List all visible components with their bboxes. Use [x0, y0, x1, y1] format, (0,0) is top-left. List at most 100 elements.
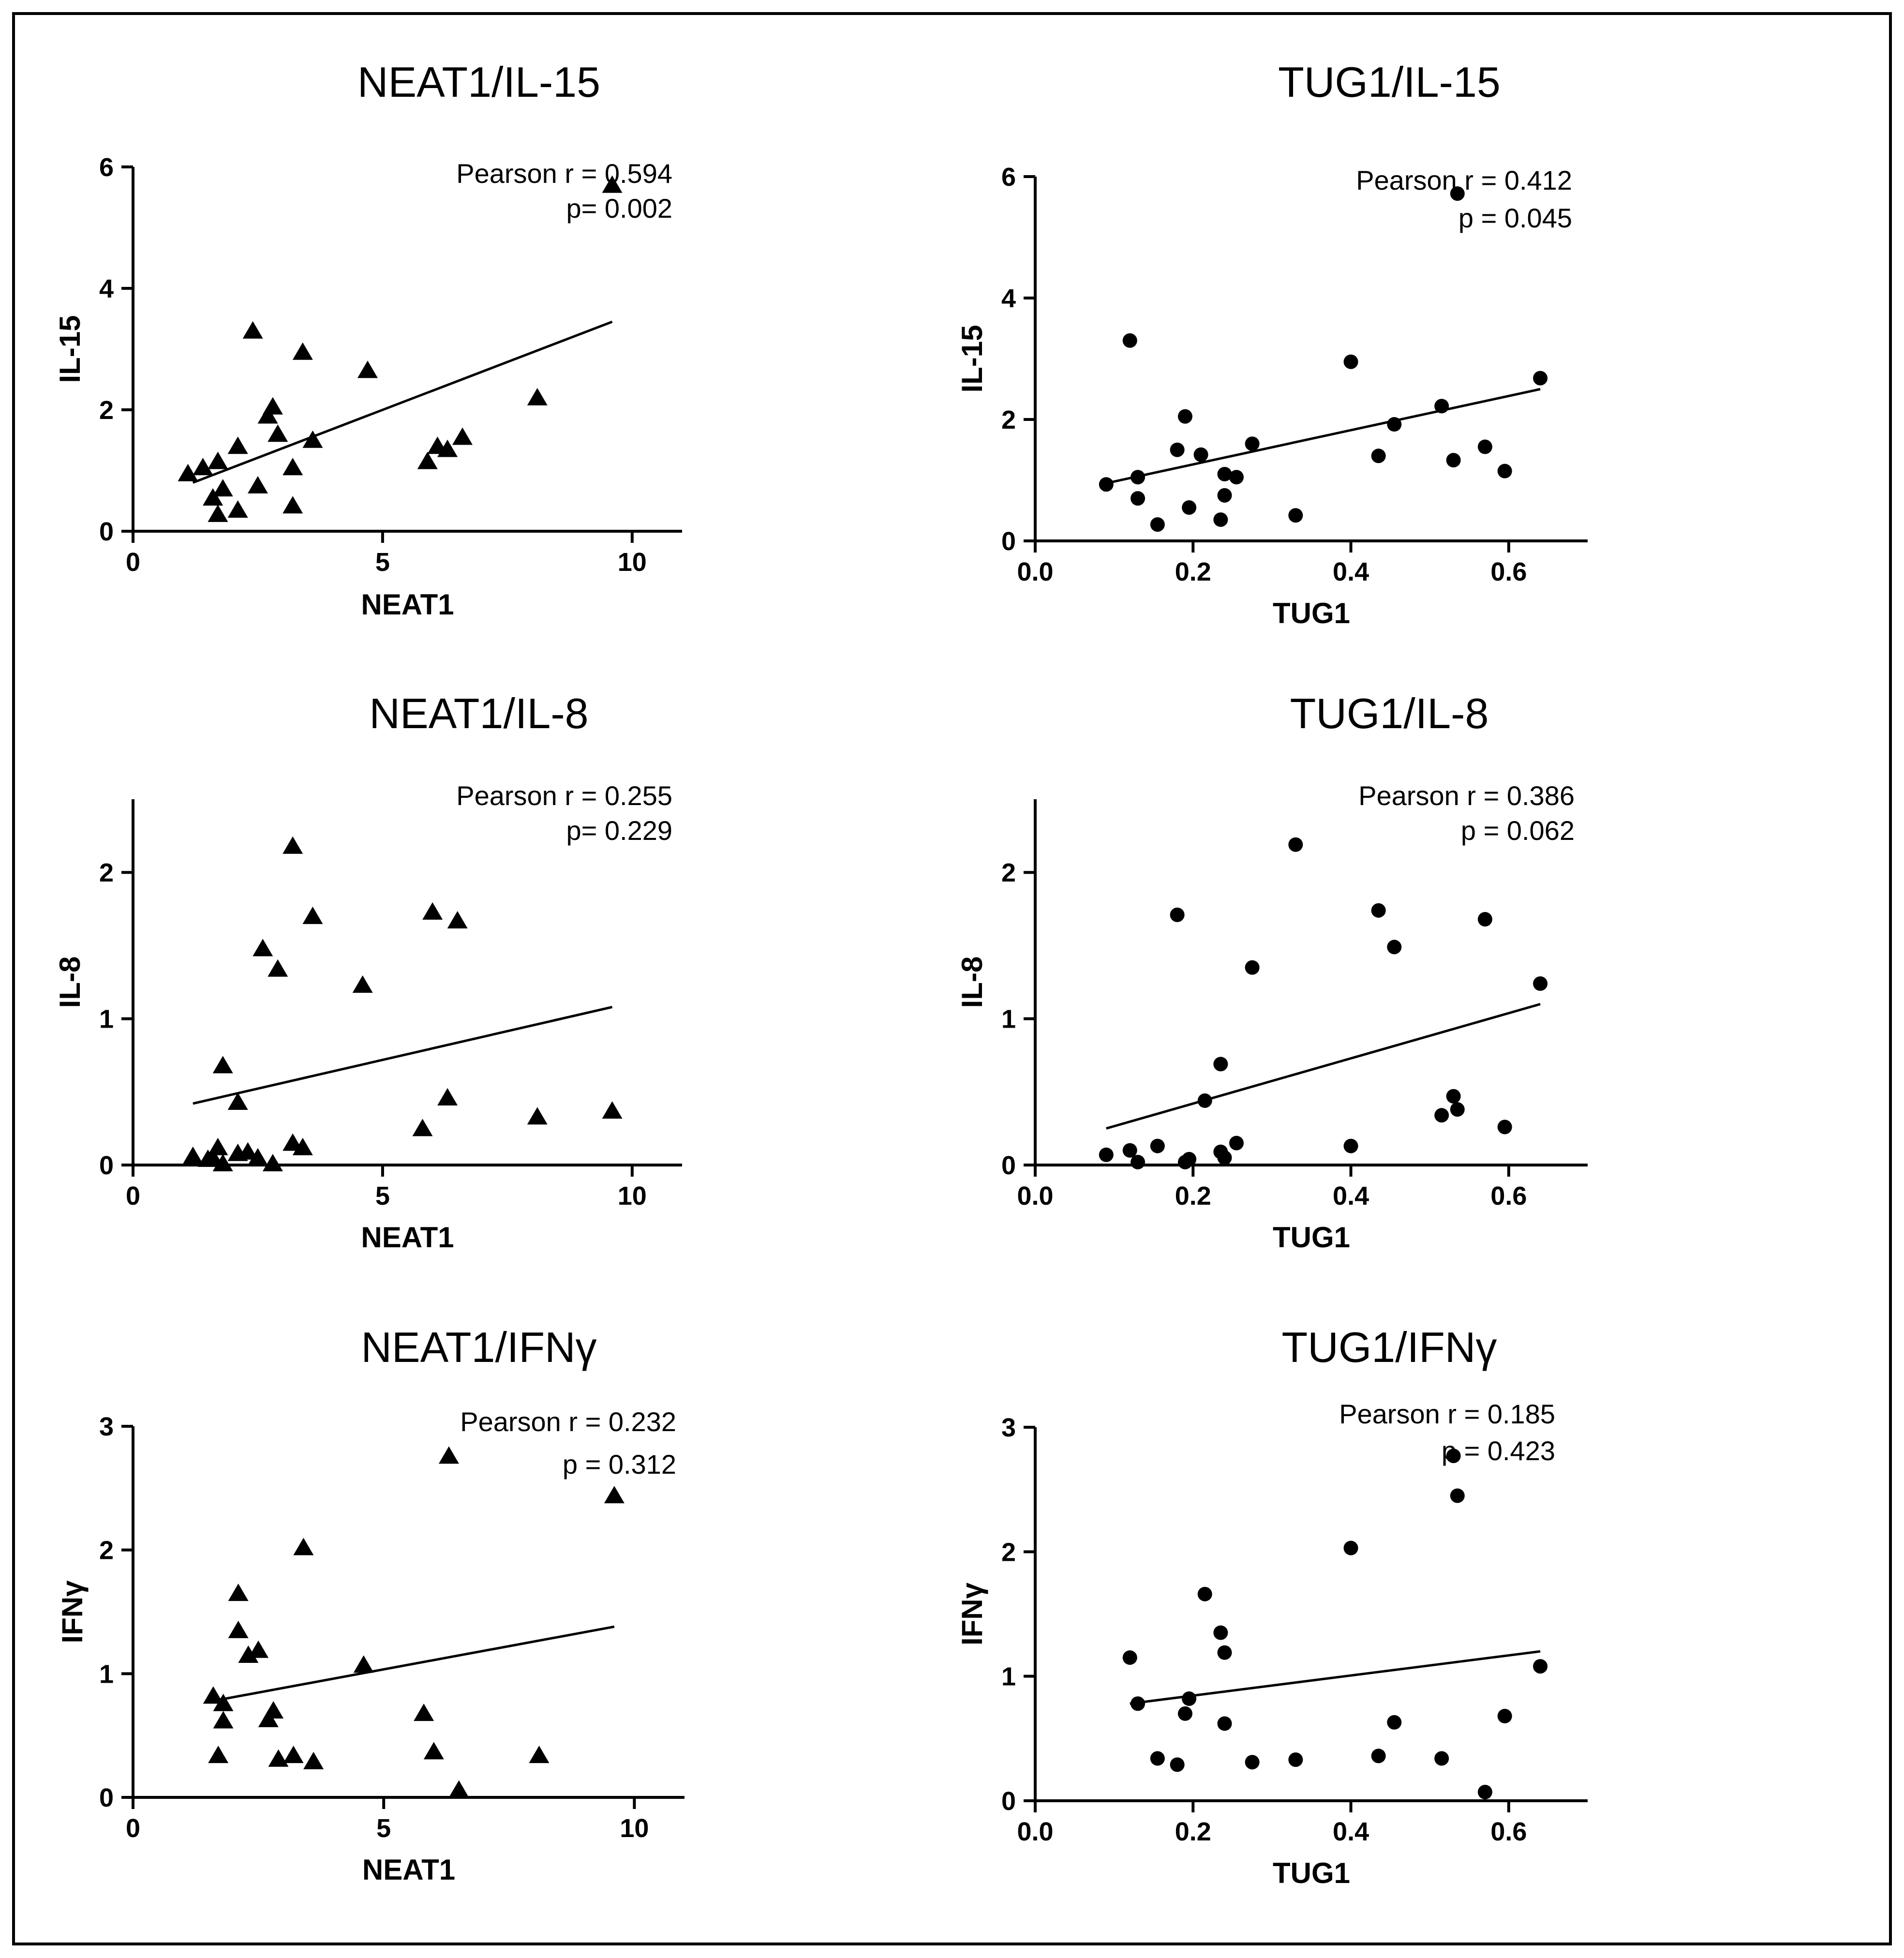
chart-6-point [1182, 1691, 1197, 1706]
chart-2-y-tick-label: 4 [1001, 284, 1016, 313]
chart-4-point [1446, 1089, 1461, 1104]
chart-5-regression-line [213, 1625, 615, 1703]
chart-2-point [1170, 442, 1185, 457]
chart-5-point [303, 1751, 324, 1769]
chart-6-point [1288, 1752, 1303, 1767]
chart-3-title: NEAT1/IL-8 [369, 689, 588, 737]
chart-3-x-tick-label: 10 [618, 1181, 647, 1211]
chart-6-point [1477, 1784, 1492, 1799]
chart-3-point [212, 1153, 233, 1171]
chart-3-point [283, 836, 303, 854]
chart-2-point [1130, 470, 1145, 485]
figure-border [12, 12, 1892, 1945]
chart-2-point [1371, 448, 1386, 463]
chart-2-x-tick-label: 0.4 [1333, 557, 1369, 586]
chart-4-point [1150, 1138, 1165, 1153]
chart-1-stat-pearson-r: Pearson r = 0.594 [456, 158, 672, 189]
chart-2-point [1497, 463, 1512, 478]
chart-3-point [292, 1137, 313, 1155]
chart-6-y-tick-label: 0 [1001, 1787, 1016, 1816]
chart-1-x-tick-label: 0 [126, 548, 140, 577]
chart-1-point [437, 439, 458, 457]
chart-4-x-tick-label: 0.6 [1490, 1181, 1527, 1211]
chart-5-point [293, 1538, 314, 1555]
chart-3-y-axis-label: IL-8 [54, 957, 86, 1008]
chart-6-point [1446, 1449, 1461, 1464]
chart-3-y-tick-label: 1 [99, 1005, 114, 1034]
chart-6-x-axis-label: TUG1 [1273, 1857, 1350, 1889]
chart-1-point [227, 500, 248, 518]
chart-5-point [423, 1742, 444, 1760]
chart-4-point [1099, 1147, 1114, 1162]
chart-3-point [212, 1056, 233, 1074]
chart-4-x-tick-label: 0.0 [1017, 1181, 1053, 1211]
chart-6-point [1122, 1650, 1137, 1665]
chart-4-point [1434, 1108, 1449, 1123]
chart-3-x-tick-label: 0 [126, 1181, 140, 1211]
chart-5-point [228, 1584, 249, 1601]
chart-5-point [228, 1620, 249, 1638]
chart-2-point [1229, 470, 1244, 485]
chart-6-point [1497, 1709, 1512, 1724]
chart-2-stat-pearson-r: Pearson r = 0.412 [1356, 165, 1572, 195]
chart-1-point [212, 479, 233, 497]
chart-3-y-tick-label: 2 [99, 858, 114, 887]
chart-5-point [604, 1486, 625, 1504]
chart-1-regression-line [192, 320, 613, 484]
chart-4-point [1197, 1093, 1212, 1108]
chart-5-point [208, 1746, 229, 1764]
chart-1-point [203, 488, 223, 506]
chart-1-x-tick-label: 10 [618, 548, 647, 577]
chart-4-point [1182, 1151, 1197, 1166]
chart-6-regression-line [1130, 1650, 1541, 1705]
chart-1-point [247, 476, 268, 493]
chart-1-y-tick-label: 0 [99, 517, 114, 546]
chart-5-y-tick-label: 1 [99, 1659, 114, 1689]
chart-3-point [247, 1148, 268, 1166]
chart-4-point [1497, 1120, 1512, 1135]
chart-2-point [1450, 186, 1465, 201]
chart-3-point [268, 959, 288, 977]
chart-6-point [1371, 1749, 1386, 1764]
chart-4-point [1288, 837, 1303, 852]
chart-2-point [1213, 512, 1228, 527]
chart-3-point [422, 902, 443, 920]
chart-2-x-tick-label: 0.6 [1490, 557, 1527, 586]
chart-1-point [208, 504, 228, 522]
chart-5-x-axis-label: NEAT1 [362, 1853, 455, 1886]
chart-3-point [302, 906, 323, 924]
chart-1-title: NEAT1/IL-15 [357, 58, 600, 106]
chart-4-point [1217, 1150, 1232, 1165]
chart-1-point [302, 430, 323, 448]
chart-1-point [283, 496, 303, 514]
chart-6-y-tick-label: 2 [1001, 1538, 1016, 1567]
chart-4-point [1371, 903, 1386, 918]
chart-4-stat-pearson-r: Pearson r = 0.386 [1358, 780, 1575, 811]
chart-1-point [527, 388, 548, 405]
chart-2-point [1193, 447, 1208, 462]
chart-3-point [208, 1137, 228, 1155]
chart-4: TUG1/IL-8 0 1 2 0.0 0.2 0.4 0.6 TUG1 IL-8 Pearson … [956, 689, 1588, 1254]
chart-6-stat-p-value: p = 0.423 [1442, 1435, 1555, 1466]
chart-5-point [448, 1780, 469, 1798]
chart-4-point [1170, 907, 1185, 922]
chart-6-point [1213, 1625, 1228, 1640]
chart-3-point [602, 1101, 623, 1119]
chart-5-point [203, 1686, 223, 1704]
chart-5-title: NEAT1/IFNγ [361, 1323, 596, 1371]
chart-5-x-tick-label: 0 [126, 1814, 140, 1843]
chart-2-x-tick-label: 0.2 [1175, 557, 1211, 586]
chart-6-x-tick-label: 0.6 [1490, 1817, 1527, 1846]
chart-5-point [529, 1746, 550, 1764]
chart-3-point [437, 1088, 458, 1106]
chart-2-point [1288, 508, 1303, 523]
chart-4-x-axis-label: TUG1 [1273, 1221, 1350, 1254]
chart-2-point [1150, 517, 1165, 532]
chart-5-point [213, 1693, 234, 1711]
chart-1-point [268, 424, 288, 442]
chart-4-title: TUG1/IL-8 [1290, 689, 1489, 737]
chart-6-point [1533, 1659, 1548, 1674]
chart-5-y-tick-label: 3 [99, 1412, 114, 1441]
chart-1-x-tick-label: 5 [375, 548, 390, 577]
chart-1-point [452, 427, 473, 445]
